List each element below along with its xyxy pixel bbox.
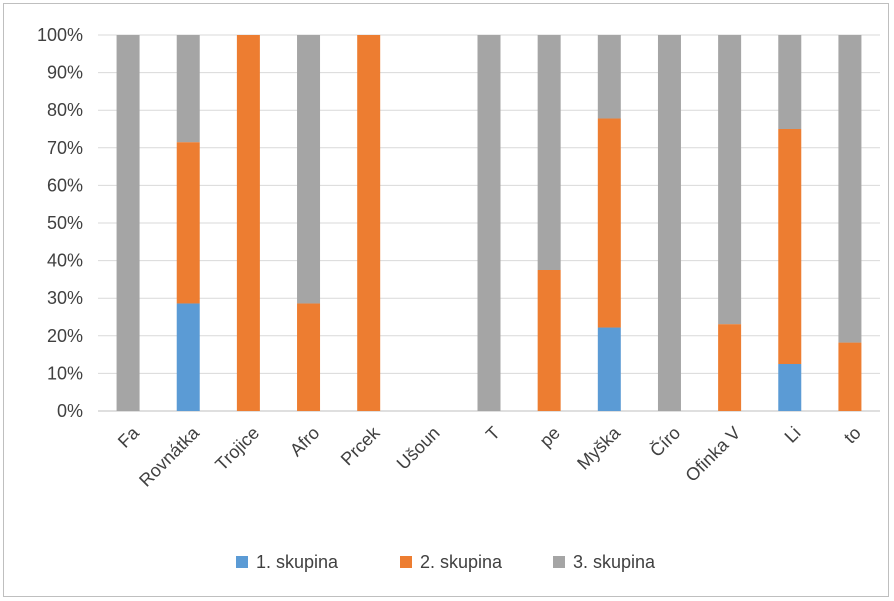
y-tick-label: 90% [47,63,83,83]
legend-label: 1. skupina [256,552,339,572]
x-tick-label: Li [781,423,805,447]
bar-segment [597,118,621,328]
y-tick-label: 50% [47,213,83,233]
y-axis-labels: 0% 10% 20% 30% 40% 50% 60% 70% 80% 90% 100% [37,25,83,421]
bar-segment [297,35,321,304]
y-tick-label: 100% [37,25,83,45]
bar-segment [597,35,621,119]
x-tick-label: pe [536,423,564,451]
y-tick-label: 30% [47,288,83,308]
x-tick-label: Rovnátka [135,422,204,491]
bar-segment [116,35,140,411]
legend: 1. skupina 2. skupina 3. skupina [236,552,656,572]
bars [116,35,862,411]
bar-segment [176,35,200,143]
bar-segment [236,35,260,411]
x-tick-label: Fa [114,422,144,452]
bar-segment [718,35,742,325]
x-tick-label: Číro [645,422,684,461]
x-tick-label: to [840,423,865,448]
x-tick-label: Ofinka V [681,423,744,486]
y-tick-label: 40% [47,251,83,271]
y-tick-label: 60% [47,175,83,195]
bar-segment [477,35,501,411]
x-tick-label: T [482,423,504,445]
legend-swatch [400,556,412,568]
bar-segment [537,270,561,411]
x-tick-label: Myška [573,422,625,474]
x-tick-label: Afro [286,423,323,460]
bar-segment [297,303,321,411]
bar-segment [718,324,742,411]
y-tick-label: 10% [47,363,83,383]
bar-segment [357,35,381,411]
legend-label: 2. skupina [420,552,503,572]
legend-label: 3. skupina [573,552,656,572]
bar-segment [176,142,200,304]
bar-segment [657,35,681,411]
bar-segment [537,35,561,270]
bar-segment [838,35,862,343]
chart-frame [3,3,889,597]
bar-segment [838,342,862,411]
y-tick-label: 20% [47,326,83,346]
bar-segment [597,327,621,411]
bar-segment [778,129,802,364]
x-tick-label: Ušoun [393,423,444,474]
legend-swatch [236,556,248,568]
x-tick-label: Prcek [337,422,384,469]
bar-segment [778,35,802,129]
bar-segment [778,364,802,411]
legend-swatch [553,556,565,568]
x-tick-label: Trojice [211,423,263,475]
y-tick-label: 0% [57,401,83,421]
bar-segment [176,303,200,411]
y-tick-label: 80% [47,100,83,120]
y-tick-label: 70% [47,138,83,158]
